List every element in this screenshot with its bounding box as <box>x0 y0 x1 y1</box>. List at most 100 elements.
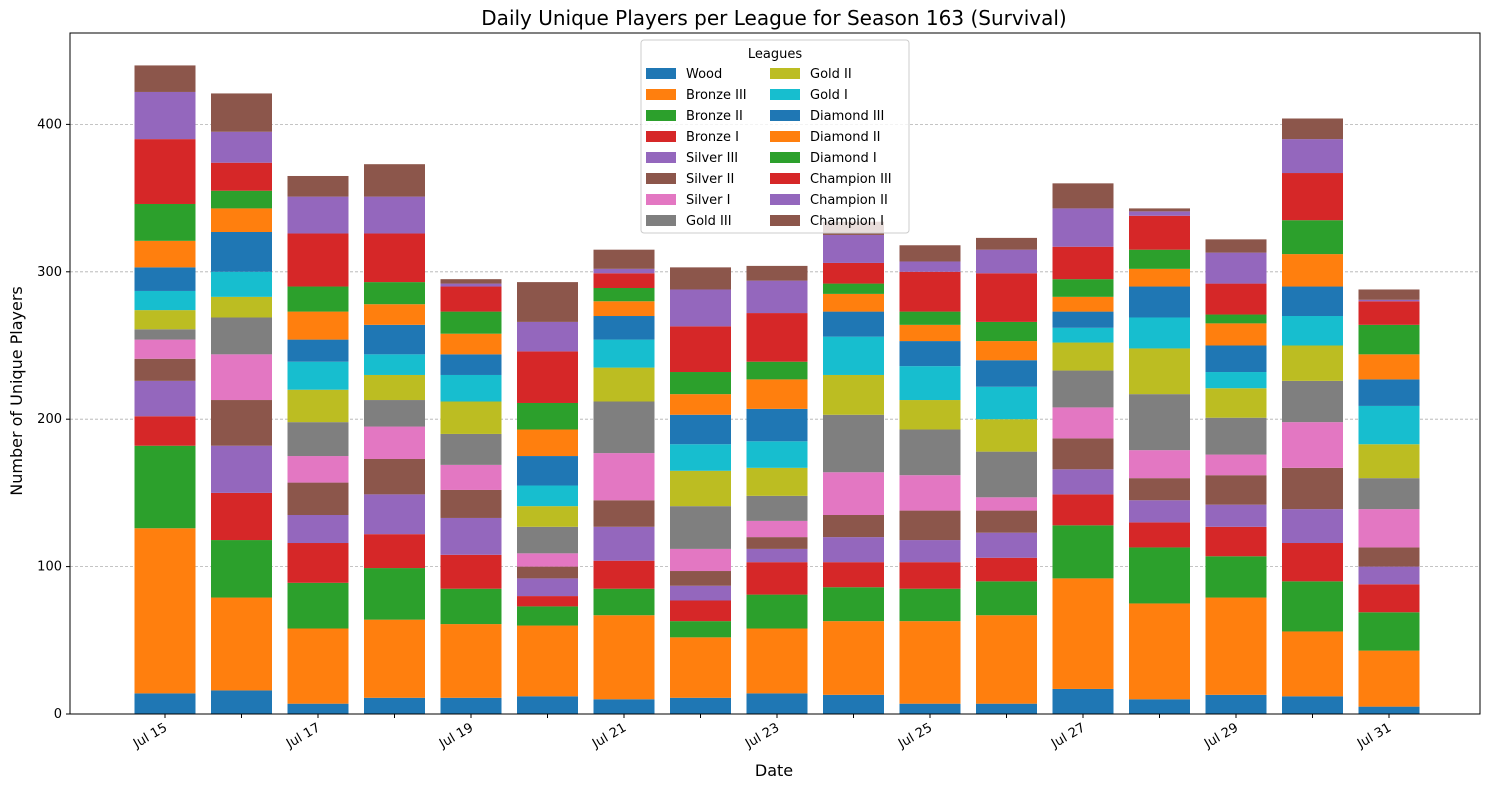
x-tick-label: Jul 27 <box>1048 720 1088 752</box>
legend-title: Leagues <box>748 47 802 62</box>
legend-label: Diamond III <box>810 109 884 124</box>
bar-segment <box>364 697 425 714</box>
bar-segment <box>440 283 502 287</box>
bar-segment <box>364 164 425 197</box>
bar-segment <box>134 445 196 529</box>
bar-segment <box>440 554 502 589</box>
legend-label: Silver III <box>686 151 738 166</box>
legend-label: Champion III <box>810 172 892 187</box>
bar-segment <box>899 562 961 589</box>
bar-segment <box>287 703 349 714</box>
bar-segment <box>1358 444 1420 479</box>
bar-segment <box>1129 317 1190 349</box>
bar-segment <box>364 534 425 569</box>
bar-segment <box>1205 504 1267 527</box>
bar-segment <box>1129 249 1190 269</box>
bar-segment <box>517 282 578 322</box>
bar-segment <box>1129 348 1190 395</box>
bar-segment <box>211 690 272 714</box>
bar-segment <box>976 581 1037 616</box>
legend-swatch <box>646 89 676 100</box>
bar-segment <box>364 619 425 698</box>
bar-segment <box>1358 547 1420 567</box>
x-axis-label: Date <box>755 761 793 780</box>
bar-segment <box>1052 208 1114 247</box>
bar-segment <box>593 249 655 269</box>
bar-segment <box>364 426 425 459</box>
bar-segment <box>593 453 655 501</box>
legend-swatch <box>770 68 800 79</box>
bar-segment <box>1205 556 1267 598</box>
legend-item: Gold III <box>646 214 732 229</box>
legend-swatch <box>646 110 676 121</box>
legend-swatch <box>646 68 676 79</box>
bar-segment <box>134 693 196 714</box>
bar-segment <box>1358 650 1420 707</box>
bar-segment <box>440 354 502 375</box>
x-tick-label: Jul 19 <box>436 720 476 752</box>
bar-segment <box>134 380 196 417</box>
bar-segment <box>976 703 1037 714</box>
legend-label: Gold III <box>686 214 732 229</box>
bar-segment <box>670 585 731 601</box>
bar-segment <box>899 429 961 476</box>
bar-segment <box>440 517 502 555</box>
y-tick-label: 0 <box>54 707 62 722</box>
bar-segment <box>211 93 272 132</box>
bar-segment <box>976 451 1037 498</box>
bar-segment <box>593 268 655 274</box>
bar-segment <box>440 433 502 465</box>
bar-stack <box>1052 183 1114 714</box>
bar-stack <box>287 175 349 714</box>
legend-label: Silver II <box>686 172 734 187</box>
bar-segment <box>517 606 578 626</box>
bar-segment <box>287 311 349 340</box>
bar-segment <box>1052 494 1114 526</box>
bar-segment <box>211 540 272 598</box>
bar-segment <box>440 279 502 284</box>
bar-segment <box>670 372 731 395</box>
bar-segment <box>1129 450 1190 479</box>
bar-segment <box>976 615 1037 704</box>
bar-segment <box>287 482 349 516</box>
bar-segment <box>287 233 349 287</box>
legend-item: Silver I <box>646 193 730 208</box>
bar-segment <box>517 506 578 527</box>
x-tick-label: Jul 15 <box>130 720 170 752</box>
y-tick-label: 200 <box>37 412 62 427</box>
bar-segment <box>134 339 196 359</box>
legend-swatch <box>770 131 800 142</box>
bar-segment <box>1282 139 1343 174</box>
bar-segment <box>211 231 272 272</box>
bar-segment <box>364 400 425 427</box>
bar-segment <box>823 374 884 415</box>
bar-segment <box>1205 694 1267 714</box>
bar-segment <box>1205 388 1267 418</box>
legend-swatch <box>646 194 676 205</box>
legend-label: Diamond I <box>810 151 877 166</box>
bar-segment <box>1129 211 1190 216</box>
legend-label: Champion II <box>810 193 888 208</box>
legend-swatch <box>770 173 800 184</box>
x-tick-label: Jul 21 <box>589 720 629 752</box>
bar-segment <box>899 400 961 430</box>
bar-segment <box>287 456 349 483</box>
bar-segment <box>746 265 808 281</box>
bar-segment <box>823 537 884 563</box>
bar-stack <box>1205 239 1267 714</box>
bar-segment <box>899 510 961 541</box>
x-tick-label: Jul 29 <box>1201 720 1241 752</box>
bar-segment <box>287 389 349 423</box>
bar-segment <box>670 548 731 572</box>
bar-segment <box>287 286 349 312</box>
bar-segment <box>1282 286 1343 317</box>
bar-segment <box>823 621 884 695</box>
legend-label: Wood <box>686 67 722 82</box>
bar-segment <box>440 333 502 355</box>
bar-segment <box>823 283 884 294</box>
legend-label: Silver I <box>686 193 730 208</box>
bar-segment <box>1282 173 1343 221</box>
bar-segment <box>1282 467 1343 510</box>
bar-segment <box>670 571 731 586</box>
bar-segment <box>1129 215 1190 250</box>
